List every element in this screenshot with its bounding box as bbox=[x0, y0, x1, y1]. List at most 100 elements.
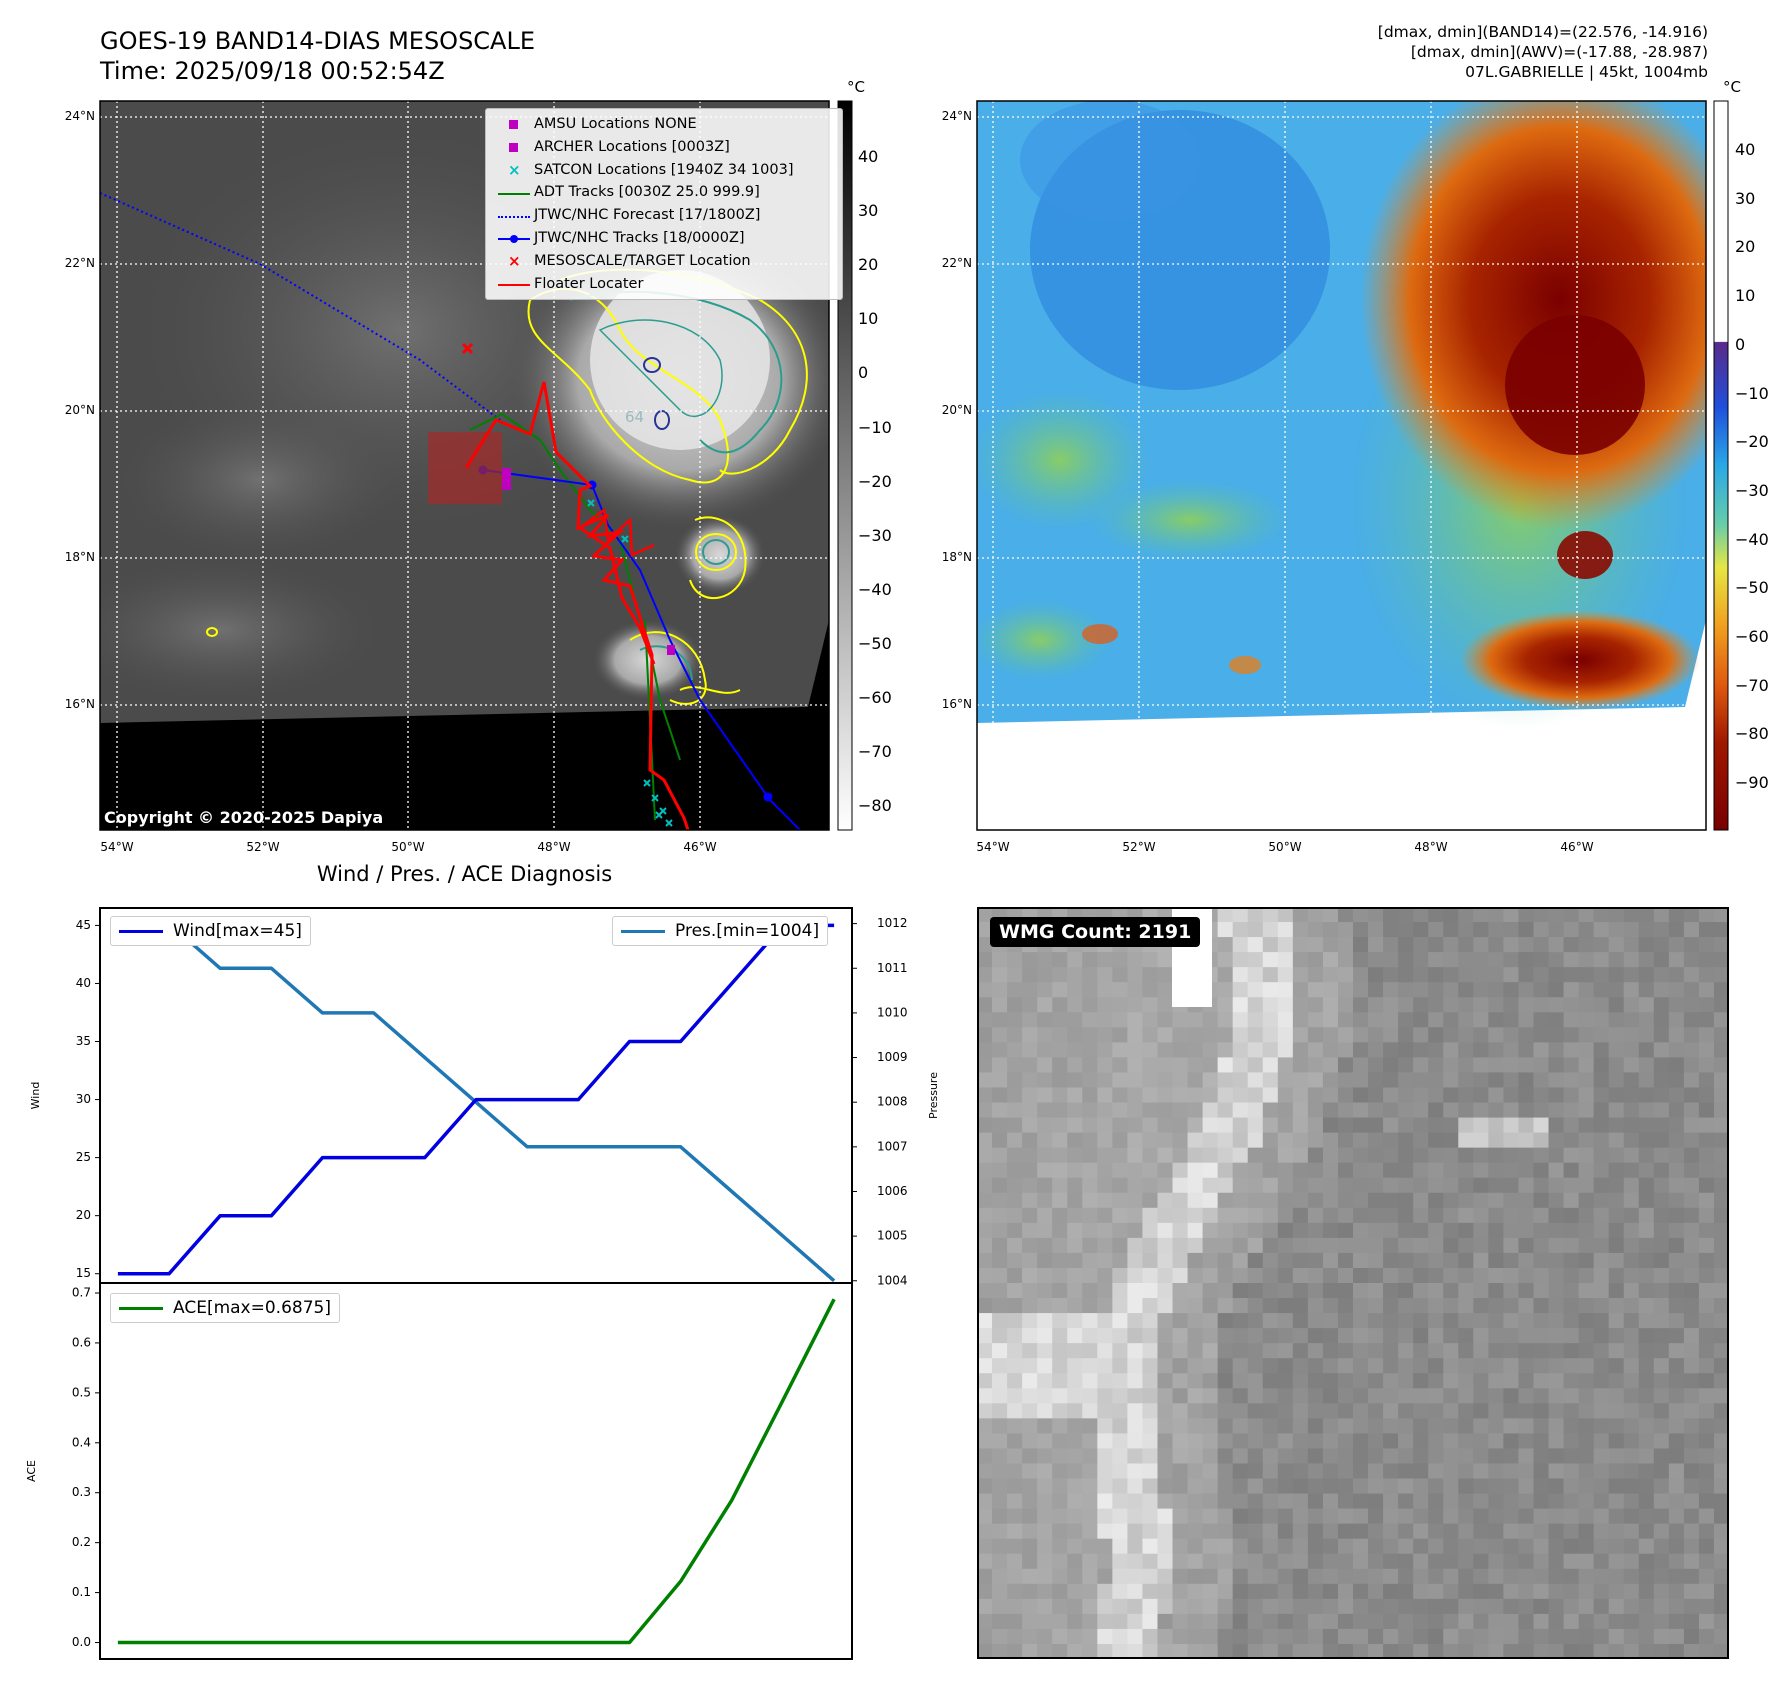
lat-label: 20°N bbox=[941, 403, 972, 417]
wind-legend: Wind[max=45] bbox=[110, 916, 311, 946]
line-icon bbox=[494, 183, 534, 203]
lon-label: 50°W bbox=[391, 840, 425, 854]
colorbar-left-tick: 20 bbox=[858, 255, 879, 275]
colorbar-left-tick: 30 bbox=[858, 201, 879, 221]
colorbar-right-tick: −30 bbox=[1735, 480, 1769, 500]
x-icon: × bbox=[508, 160, 521, 179]
pressure-tick-label: 1009 bbox=[877, 1050, 908, 1064]
diagnosis-title: Wind / Pres. / ACE Diagnosis bbox=[316, 862, 613, 886]
legend-floater: Floater Locater bbox=[494, 273, 836, 296]
colorbar-left-tick: 40 bbox=[858, 147, 879, 166]
wind-series-line bbox=[117, 923, 835, 1276]
lon-label: 54°W bbox=[100, 840, 134, 854]
lon-label: 48°W bbox=[1414, 840, 1448, 854]
legend-tracks: JTWC/NHC Tracks [18/0000Z] bbox=[494, 227, 836, 250]
wmg-image bbox=[977, 907, 1729, 1659]
wind-tick-label: 30 bbox=[76, 1092, 91, 1106]
lon-label: 46°W bbox=[1560, 840, 1594, 854]
pressure-tick-label: 1007 bbox=[877, 1139, 908, 1153]
colorbar-left-tick: 10 bbox=[858, 309, 879, 329]
pressure-tick-label: 1008 bbox=[877, 1095, 908, 1109]
colorbar-right-unit: °C bbox=[1723, 78, 1741, 96]
colorbar-left-tick: −80 bbox=[858, 796, 892, 816]
ace-legend: ACE[max=0.6875] bbox=[110, 1293, 340, 1323]
ace-tick-label: 0.7 bbox=[72, 1285, 91, 1299]
pressure-tick-label: 1012 bbox=[877, 916, 908, 930]
colorbar-left-tick: −10 bbox=[858, 417, 892, 437]
colorbar-right-tick: 10 bbox=[1735, 286, 1756, 306]
wind-tick-label: 25 bbox=[76, 1150, 91, 1164]
ace-tick-label: 0.1 bbox=[72, 1585, 91, 1599]
wmg-count-badge: WMG Count: 2191 bbox=[990, 917, 1201, 947]
wind-tick-label: 20 bbox=[76, 1208, 91, 1222]
ace-legend-line-icon bbox=[119, 1306, 163, 1310]
pressure-tick-label: 1005 bbox=[877, 1229, 908, 1243]
colorbar-right-tick: 40 bbox=[1735, 140, 1756, 159]
contour-label: 64 bbox=[625, 408, 645, 426]
ace-tick-label: 0.2 bbox=[72, 1535, 91, 1549]
figure-title-line1: GOES-19 BAND14-DIAS MESOSCALE bbox=[100, 27, 536, 55]
lon-label: 52°W bbox=[246, 840, 280, 854]
lon-label: 50°W bbox=[1268, 840, 1302, 854]
wind-tick-label: 40 bbox=[76, 976, 91, 990]
line-dot-icon bbox=[494, 228, 534, 248]
legend-adt: ADT Tracks [0030Z 25.0 999.9] bbox=[494, 181, 836, 204]
storm-info-line2: [dmax, dmin](AWV)=(-17.88, -28.987) bbox=[1410, 43, 1708, 61]
colorbar-right-tick: −60 bbox=[1735, 627, 1769, 646]
colorbar-left-tick: −20 bbox=[858, 471, 892, 491]
storm-info-line3: 07L.GABRIELLE | 45kt, 1004mb bbox=[1465, 63, 1708, 81]
ace-tick-label: 0.0 bbox=[72, 1635, 91, 1649]
lat-label: 18°N bbox=[64, 550, 95, 564]
legend-forecast-label: JTWC/NHC Forecast [17/1800Z] bbox=[534, 207, 761, 224]
wmg-frame bbox=[977, 907, 1729, 1659]
lat-label: 20°N bbox=[64, 403, 95, 417]
wind-tick-label: 15 bbox=[76, 1266, 91, 1280]
lat-label: 18°N bbox=[941, 550, 972, 564]
lon-label: 54°W bbox=[976, 840, 1010, 854]
legend-archer-label: ARCHER Locations [0003Z] bbox=[534, 138, 730, 155]
pressure-legend-line-icon bbox=[621, 929, 665, 933]
wind-legend-label: Wind[max=45] bbox=[173, 921, 302, 941]
colorbar-right-tick: −80 bbox=[1735, 724, 1769, 744]
wmg-pixel-grid bbox=[977, 907, 1729, 1659]
lat-label: 22°N bbox=[64, 256, 95, 270]
ace-tick-label: 0.3 bbox=[72, 1485, 91, 1499]
legend-amsu: AMSU Locations NONE bbox=[494, 113, 836, 136]
legend-amsu-label: AMSU Locations NONE bbox=[534, 116, 697, 132]
ace-tick-label: 0.4 bbox=[72, 1435, 91, 1449]
map-legend: AMSU Locations NONE ARCHER Locations [00… bbox=[485, 108, 843, 301]
ace-frame bbox=[99, 1282, 853, 1660]
storm-info: [dmax, dmin](BAND14)=(22.576, -14.916) [… bbox=[1378, 22, 1708, 82]
wind-tick-label: 45 bbox=[76, 918, 91, 932]
colorbar-left-tick: −70 bbox=[858, 742, 892, 762]
legend-archer: ARCHER Locations [0003Z] bbox=[494, 136, 836, 159]
colorbar-right-tick: 20 bbox=[1735, 237, 1756, 257]
lon-label: 48°W bbox=[537, 840, 571, 854]
colorbar-right-tick: 30 bbox=[1735, 188, 1756, 208]
legend-adt-label: ADT Tracks [0030Z 25.0 999.9] bbox=[534, 184, 760, 201]
square-icon bbox=[494, 137, 534, 157]
pressure-tick-label: 1004 bbox=[877, 1273, 908, 1287]
ace-series-line bbox=[117, 1298, 836, 1645]
lat-label: 24°N bbox=[64, 109, 95, 123]
colorbar-right-tick: −20 bbox=[1735, 432, 1769, 452]
line-icon bbox=[494, 274, 534, 294]
colorbar-left-unit: °C bbox=[847, 78, 865, 96]
pressure-legend-label: Pres.[min=1004] bbox=[675, 921, 820, 941]
ace-legend-label: ACE[max=0.6875] bbox=[173, 1298, 331, 1318]
colorbar-left-tick: −40 bbox=[858, 579, 892, 599]
colorbar-right-tick: −40 bbox=[1735, 529, 1769, 549]
colorbar-right-tick: −50 bbox=[1735, 578, 1769, 598]
legend-forecast: JTWC/NHC Forecast [17/1800Z] bbox=[494, 204, 836, 227]
colorbar-left-tick: −50 bbox=[858, 633, 892, 653]
legend-target-label: MESOSCALE/TARGET Location bbox=[534, 252, 751, 269]
colorbar-right-tick: −70 bbox=[1735, 675, 1769, 695]
square-icon bbox=[494, 114, 534, 134]
ace-tick-label: 0.5 bbox=[72, 1385, 91, 1399]
lon-label: 46°W bbox=[683, 840, 717, 854]
ir-map-right bbox=[976, 100, 1729, 831]
legend-target: × MESOSCALE/TARGET Location bbox=[494, 250, 836, 273]
x-icon: × bbox=[508, 252, 521, 271]
colorbar-left-tick: 0 bbox=[858, 363, 869, 383]
legend-satcon: × SATCON Locations [1940Z 34 1003] bbox=[494, 159, 836, 182]
